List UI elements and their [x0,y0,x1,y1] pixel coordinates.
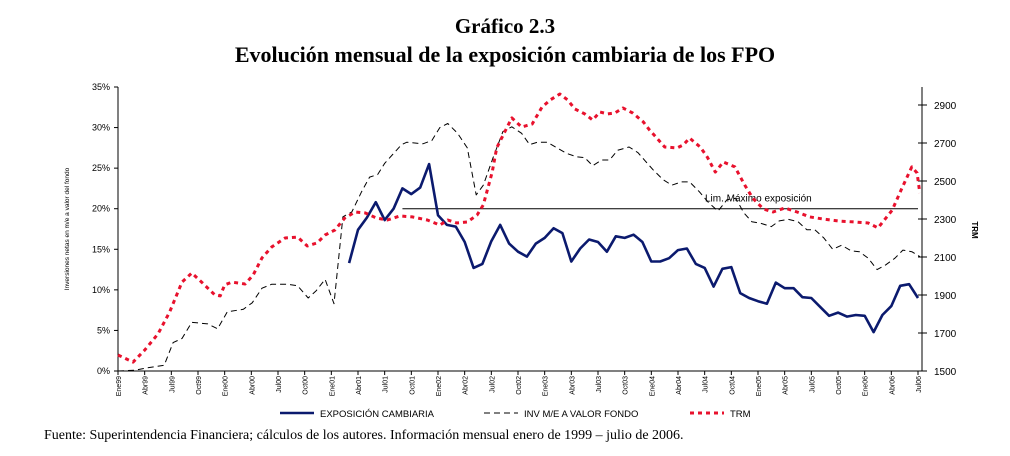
y-tick-label: 10% [92,285,110,295]
y-tick-label: 30% [92,123,110,133]
x-tick-label: Jul05 [809,376,816,393]
x-tick-label: Oct01 [409,376,416,395]
x-tick-label: Jul99 [169,376,176,393]
x-tick-label: Abr04 [676,376,683,395]
y2-tick-label: 1900 [934,291,957,302]
x-tick-label: Abr01 [356,376,363,395]
y-tick-label: 5% [97,325,110,335]
x-tick-label: Abr02 [463,376,470,395]
x-tick-label: Ene04 [649,376,656,396]
y2-axis-label: TRM [970,221,979,239]
x-tick-label: Jul06 [916,376,923,393]
legend-label: EXPOSICIÓN CAMBIARIA [320,409,435,420]
x-tick-label: Ene05 [756,376,763,396]
y2-tick-label: 2300 [934,215,957,226]
y-tick-label: 0% [97,366,110,376]
y2-tick-label: 2500 [934,177,957,188]
chart-title: Evolución mensual de la exposición cambi… [234,42,776,67]
source-note: Fuente: Superintendencia Financiera; cál… [44,428,684,443]
y-tick-label: 35% [92,82,110,92]
x-tick-label: Oct02 [516,376,523,395]
y2-tick-label: 1500 [934,367,957,378]
x-tick-label: Ene03 [543,376,550,396]
x-tick-label: Oct03 [623,376,630,395]
x-tick-label: Oct00 [303,376,310,395]
x-tick-label: Ene01 [329,376,336,396]
x-tick-label: Oct04 [729,376,736,395]
y2-tick-label: 1700 [934,329,957,340]
x-tick-label: Ene06 [863,376,870,396]
y-tick-label: 25% [92,163,110,173]
x-tick-label: Jul01 [383,376,390,393]
x-tick-label: Jul04 [703,376,710,393]
limit-label: Lim. Máximo exposición [705,194,812,205]
legend-label: INV M/E A VALOR FONDO [524,409,638,420]
series-line-dotted [117,92,922,364]
series-line-solid [347,162,920,334]
series-line-dashed [117,123,921,372]
x-tick-label: Abr06 [889,376,896,395]
y-tick-label: 20% [92,204,110,214]
x-tick-label: Jul00 [276,376,283,393]
y-axis-label: Inversiones netas en m/e a valor del fon… [64,167,71,290]
x-tick-label: Ene02 [436,376,443,396]
chart-number: Gráfico 2.3 [454,14,556,38]
x-tick-label: Abr03 [569,376,576,395]
x-tick-label: Jul03 [596,376,603,393]
x-tick-label: Ene00 [223,376,230,396]
x-tick-label: Abr05 [783,376,790,395]
x-tick-label: Abr00 [249,376,256,395]
x-tick-label: Oct05 [836,376,843,395]
y2-tick-label: 2900 [934,101,957,112]
x-tick-label: Jul02 [489,376,496,393]
x-tick-label: Oct99 [196,376,203,395]
y2-tick-label: 2700 [934,139,957,150]
x-tick-label: Ene99 [116,376,123,396]
x-tick-label: Abr99 [143,376,150,395]
legend-label: TRM [730,409,751,420]
y2-tick-label: 2100 [934,253,957,264]
y-tick-label: 15% [92,244,110,254]
